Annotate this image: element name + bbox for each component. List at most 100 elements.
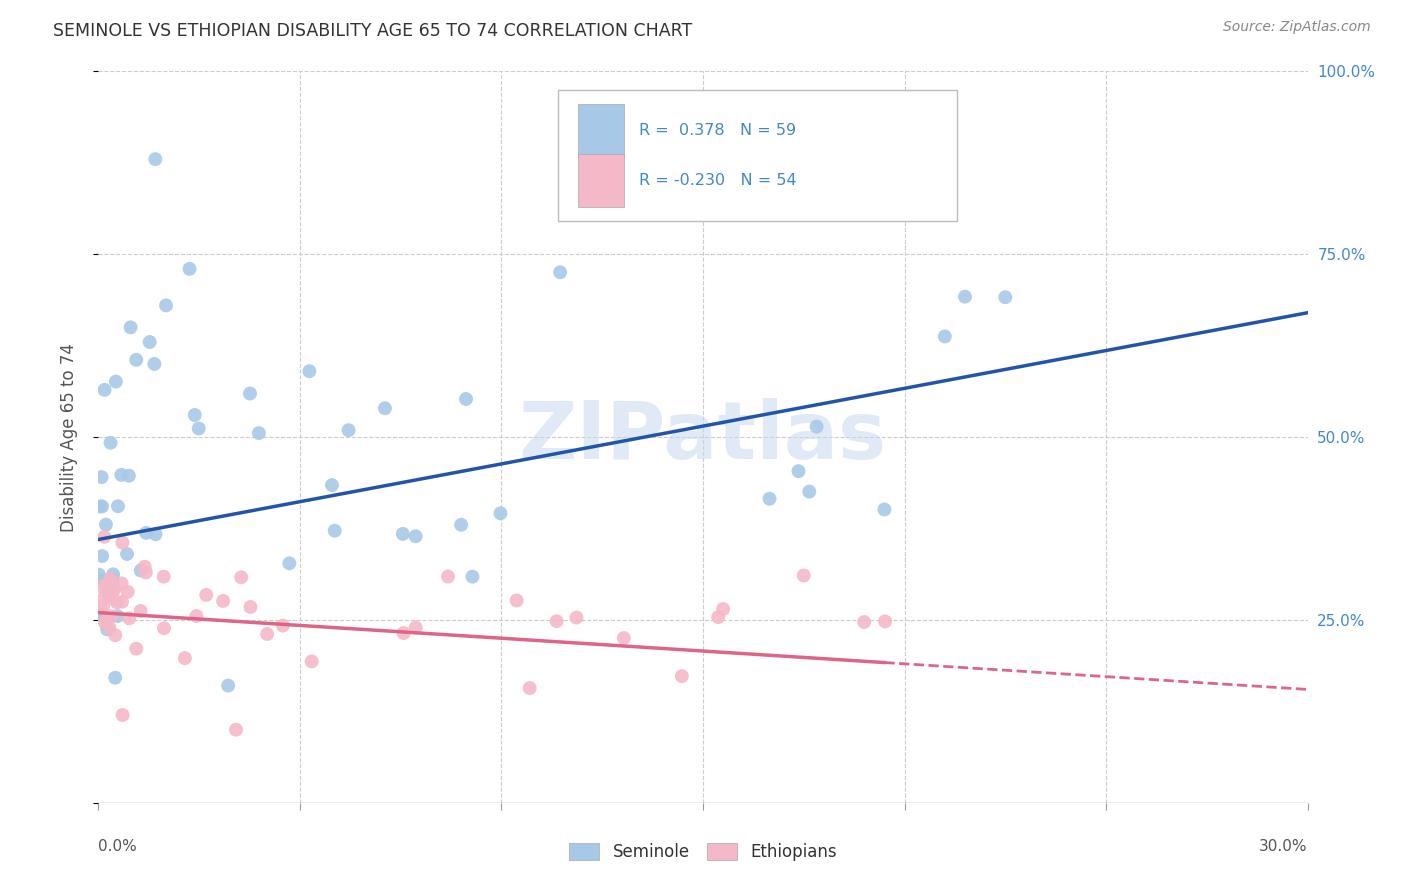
Point <box>489 506 512 520</box>
Point <box>278 557 301 571</box>
FancyBboxPatch shape <box>558 89 957 221</box>
Point <box>173 651 195 665</box>
Point <box>711 602 734 616</box>
Point <box>91 599 114 614</box>
Point <box>111 595 134 609</box>
Point <box>231 570 253 584</box>
Point <box>145 527 167 541</box>
Point <box>118 611 141 625</box>
Point <box>546 614 568 628</box>
Point <box>103 580 125 594</box>
Point <box>799 484 821 499</box>
Point <box>953 290 976 304</box>
Point <box>186 609 208 624</box>
Point <box>93 591 115 606</box>
Point <box>125 641 148 656</box>
Point <box>392 626 415 640</box>
Point <box>519 681 541 695</box>
Point <box>101 576 124 591</box>
Point <box>98 620 121 634</box>
Point <box>323 524 346 538</box>
Point <box>107 500 129 514</box>
Point <box>392 527 415 541</box>
Point <box>212 594 235 608</box>
Text: 30.0%: 30.0% <box>1260 839 1308 855</box>
Point <box>505 593 527 607</box>
Point <box>93 610 115 624</box>
Point <box>247 426 270 441</box>
Point <box>143 357 166 371</box>
Y-axis label: Disability Age 65 to 74: Disability Age 65 to 74 <box>59 343 77 532</box>
Point <box>117 584 139 599</box>
Point <box>298 364 321 378</box>
Point <box>994 290 1017 304</box>
Point <box>217 679 239 693</box>
Bar <box>578 104 624 157</box>
Point <box>101 567 124 582</box>
Point <box>115 547 138 561</box>
Point <box>153 621 176 635</box>
Point <box>94 517 117 532</box>
Legend: Seminole, Ethiopians: Seminole, Ethiopians <box>562 836 844 868</box>
Point <box>853 615 876 629</box>
Text: 0.0%: 0.0% <box>98 839 138 855</box>
Point <box>87 567 110 582</box>
Point <box>195 588 218 602</box>
Point <box>96 578 118 592</box>
Point <box>94 615 117 630</box>
Point <box>934 329 956 343</box>
Point <box>100 435 122 450</box>
Point <box>135 525 157 540</box>
Point <box>143 152 166 166</box>
Point <box>125 352 148 367</box>
Point <box>138 334 160 349</box>
Point <box>103 582 125 597</box>
Point <box>461 569 484 583</box>
Text: R = -0.230   N = 54: R = -0.230 N = 54 <box>638 173 797 188</box>
Point <box>101 572 124 586</box>
Point <box>89 600 111 615</box>
Point <box>613 631 636 645</box>
Point <box>129 564 152 578</box>
Point <box>873 502 896 516</box>
Point <box>565 610 588 624</box>
Point <box>225 723 247 737</box>
Point <box>91 549 114 563</box>
Point <box>93 383 115 397</box>
Text: ZIPatlas: ZIPatlas <box>519 398 887 476</box>
Point <box>179 261 201 276</box>
Point <box>437 569 460 583</box>
Point <box>671 669 693 683</box>
Point <box>758 491 780 506</box>
Point <box>96 611 118 625</box>
Point <box>111 708 134 723</box>
Point <box>91 500 114 514</box>
Point <box>707 610 730 624</box>
Point <box>405 529 427 543</box>
Point <box>187 421 209 435</box>
Point <box>104 628 127 642</box>
Point <box>98 587 121 601</box>
Point <box>787 464 810 478</box>
Point <box>256 627 278 641</box>
Point <box>110 467 132 482</box>
Point <box>875 615 897 629</box>
Point <box>100 609 122 624</box>
Point <box>104 671 127 685</box>
Point <box>100 581 122 595</box>
Text: R =  0.378   N = 59: R = 0.378 N = 59 <box>638 123 796 138</box>
Point <box>454 392 477 406</box>
Point <box>405 621 427 635</box>
Point <box>135 566 157 580</box>
Point <box>374 401 396 416</box>
Point <box>110 576 132 591</box>
Point <box>301 654 323 668</box>
Point <box>89 500 111 514</box>
Point <box>793 568 815 582</box>
Point <box>120 320 142 334</box>
Point <box>806 419 828 434</box>
Point <box>548 265 571 279</box>
Point <box>104 375 127 389</box>
Point <box>98 572 121 586</box>
Point <box>111 535 134 549</box>
